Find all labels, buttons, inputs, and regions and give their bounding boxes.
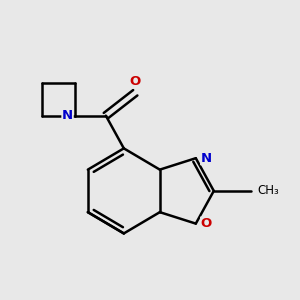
Text: N: N [201,152,212,165]
Text: O: O [201,217,212,230]
Text: CH₃: CH₃ [257,184,279,197]
Text: O: O [130,75,141,88]
Text: N: N [62,109,73,122]
